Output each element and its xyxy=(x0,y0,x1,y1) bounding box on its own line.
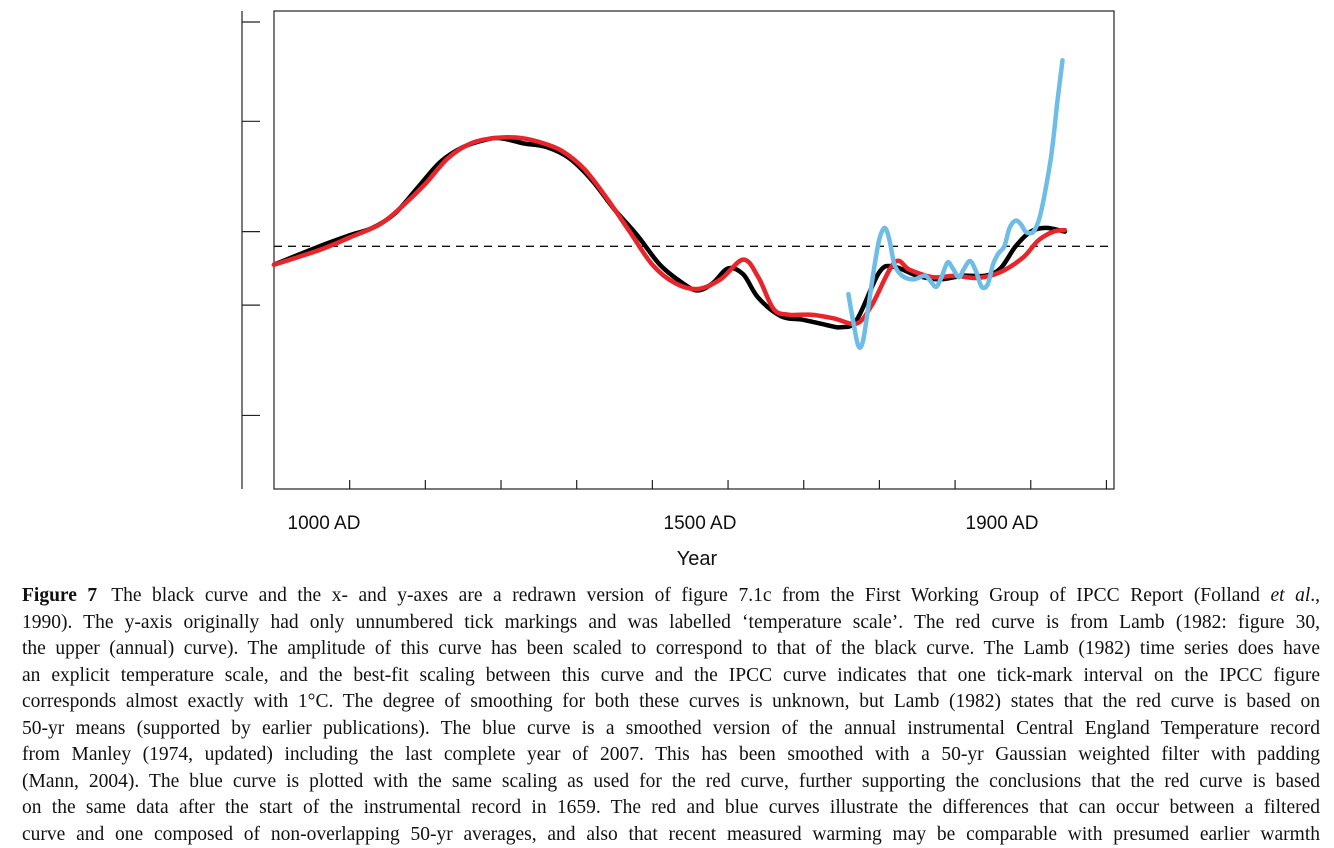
x-tick-label-1900: 1900 AD xyxy=(966,513,1039,534)
x-axis xyxy=(349,480,1108,489)
caption-line-4: corresponds almost exactly with 1°C. The… xyxy=(22,691,1320,712)
blue-curve xyxy=(846,58,1065,350)
caption-line-1: 1990). The y-axis originally had only un… xyxy=(22,611,1320,633)
x-tick-labels: 1000 AD 1500 AD 1900 AD xyxy=(288,513,1039,534)
x-axis-title: Year xyxy=(677,548,718,570)
figure-label: Figure 7 xyxy=(22,585,98,606)
caption-line-2: the upper (annual) curve). The amplitude… xyxy=(22,638,1320,659)
caption-line-8: on the same data after the start of the … xyxy=(22,797,1320,818)
series-group xyxy=(271,58,1068,350)
y-axis xyxy=(241,11,260,489)
red-curve xyxy=(271,134,1068,327)
figure-caption: Figure 7 The black curve and the x- and y… xyxy=(22,583,1320,848)
x-tick-label-1000: 1000 AD xyxy=(288,513,361,534)
black-curve xyxy=(271,135,1068,330)
caption-line-0: The black curve and the x- and y-axes ar… xyxy=(111,585,1320,606)
caption-line-7: (Mann, 2004). The blue curve is plotted … xyxy=(22,770,1320,792)
caption-line-9: curve and one composed of non-overlappin… xyxy=(22,823,1320,845)
caption-line-6: from Manley (1974, updated) including th… xyxy=(22,744,1320,765)
caption-line-3: an explicit temperature scale, and the b… xyxy=(22,664,1320,686)
x-tick-label-1500: 1500 AD xyxy=(664,513,737,534)
caption-line-5: 50-yr means (supported by earlier public… xyxy=(22,717,1320,739)
chart: 1000 AD 1500 AD 1900 AD Year xyxy=(241,10,1115,570)
plot-frame xyxy=(273,10,1115,490)
